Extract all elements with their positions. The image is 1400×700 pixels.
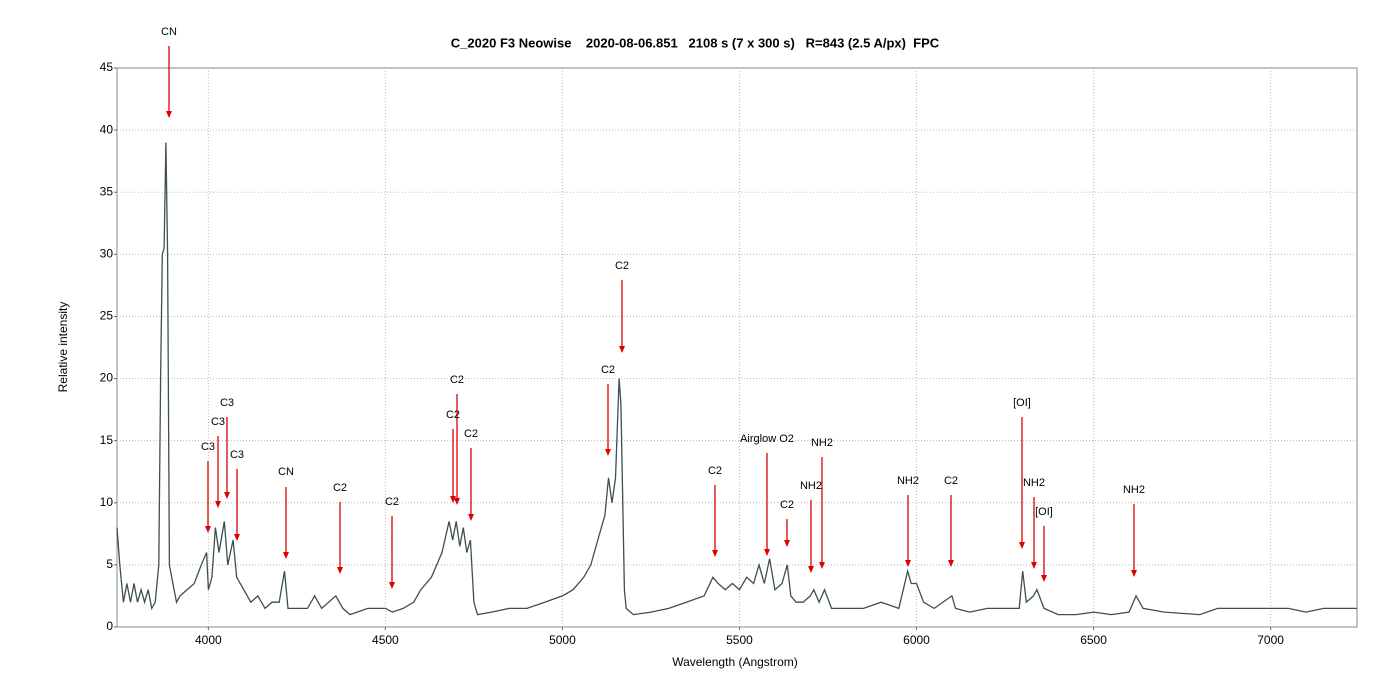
annotation-label: C2 (450, 374, 464, 386)
arrow-head (205, 526, 211, 533)
arrow-head (784, 540, 790, 547)
annotation-label: C2 (615, 260, 629, 272)
x-tick-label: 4500 (372, 633, 399, 647)
annotation-label: C3 (220, 397, 234, 409)
arrow-head (619, 346, 625, 353)
arrow-head (948, 560, 954, 567)
arrow-head (764, 549, 770, 556)
arrow-head (224, 492, 230, 499)
annotation-label: C2 (944, 475, 958, 487)
annotation-label: NH2 (897, 475, 919, 487)
arrow-head (468, 514, 474, 521)
arrow-head (905, 560, 911, 567)
arrow-head (605, 449, 611, 456)
annotation-label: C2 (333, 482, 347, 494)
annotation-label: C3 (211, 416, 225, 428)
arrow-head (819, 562, 825, 569)
arrow-head (450, 496, 456, 503)
annotation-label: CN (278, 466, 294, 478)
x-tick-label: 6000 (903, 633, 930, 647)
x-tick-label: 6500 (1080, 633, 1107, 647)
y-tick-label: 0 (106, 619, 113, 633)
x-tick-label: 5500 (726, 633, 753, 647)
arrow-head (454, 498, 460, 505)
arrow-head (1041, 575, 1047, 582)
y-tick-label: 20 (100, 371, 114, 385)
y-tick-label: 25 (100, 309, 114, 323)
annotation-label: NH2 (811, 437, 833, 449)
annotation-label: Airglow O2 (740, 433, 794, 445)
arrow-head (1031, 562, 1037, 569)
arrow-head (808, 566, 814, 573)
annotation-label: C2 (780, 499, 794, 511)
y-tick-label: 30 (100, 247, 114, 261)
x-tick-label: 4000 (195, 633, 222, 647)
plot-frame (116, 67, 1358, 628)
arrow-head (1019, 542, 1025, 549)
chart-title: C_2020 F3 Neowise 2020-08-06.851 2108 s … (451, 35, 940, 50)
arrow-head (337, 567, 343, 574)
annotation-label: C2 (601, 364, 615, 376)
x-axis-label: Wavelength (Angstrom) (672, 655, 798, 669)
y-tick-label: 15 (100, 433, 114, 447)
arrow-head (215, 501, 221, 508)
spectrum-line (116, 142, 1357, 616)
arrow-head (166, 111, 172, 118)
x-tick-label: 5000 (549, 633, 576, 647)
annotation-label: CN (161, 26, 177, 38)
y-axis-label: Relative intensity (56, 302, 70, 393)
annotation-label: NH2 (800, 480, 822, 492)
y-tick-label: 10 (100, 495, 114, 509)
arrow-head (389, 582, 395, 589)
annotation-label: C3 (201, 441, 215, 453)
arrow-head (283, 552, 289, 559)
arrow-head (1131, 570, 1137, 577)
annotation-label: C2 (708, 465, 722, 477)
annotation-label: C2 (464, 428, 478, 440)
y-tick-label: 45 (100, 60, 114, 74)
annotation-label: C2 (385, 496, 399, 508)
annotation-label: C3 (230, 449, 244, 461)
y-tick-label: 5 (106, 557, 113, 571)
annotation-label: [OI] (1013, 397, 1031, 409)
arrow-head (712, 550, 718, 557)
annotation-label: [OI] (1035, 506, 1053, 518)
annotation-label: NH2 (1023, 477, 1045, 489)
x-tick-label: 7000 (1257, 633, 1284, 647)
y-tick-label: 40 (100, 122, 114, 136)
annotation-label: C2 (446, 409, 460, 421)
annotation-label: NH2 (1123, 484, 1145, 496)
arrow-head (234, 534, 240, 541)
y-tick-label: 35 (100, 184, 114, 198)
